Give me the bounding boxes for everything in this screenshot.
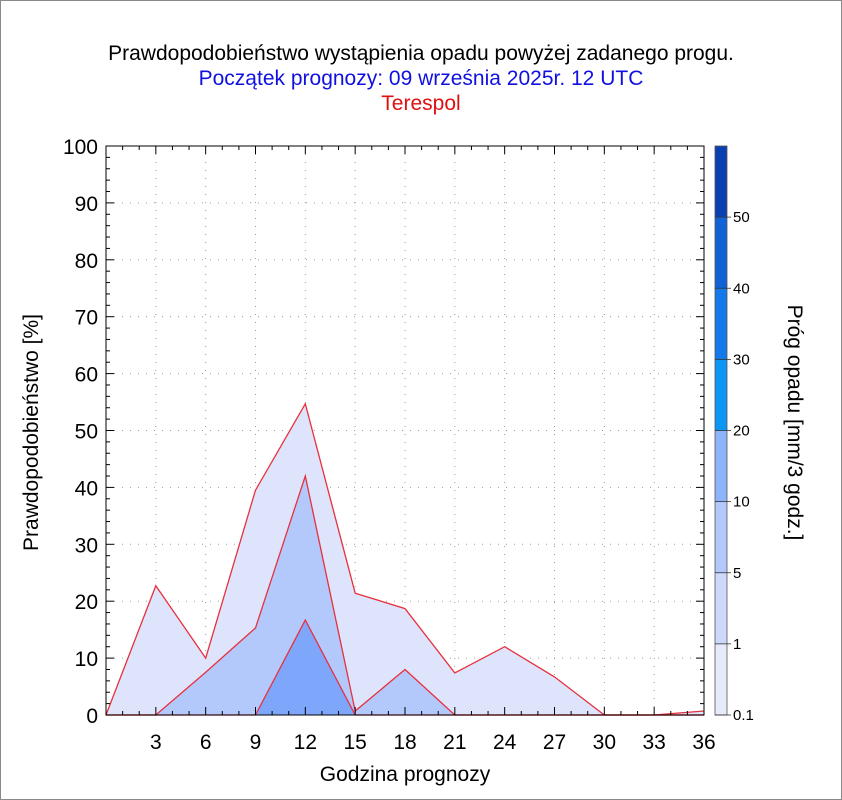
colorbar-tick-label: 50 xyxy=(733,209,750,226)
colorbar-tick-label: 10 xyxy=(733,494,750,511)
colorbar: 0.1 1 5 10 20 30 40 50 xyxy=(714,145,754,724)
colorbar-segment xyxy=(715,643,727,715)
area-threshold-1 xyxy=(106,476,704,715)
colorbar-segment xyxy=(715,572,727,644)
colorbar-tick-label: 1 xyxy=(733,636,741,653)
y-tick-label: 20 xyxy=(75,591,98,614)
x-tick-label: 24 xyxy=(493,731,517,754)
y-tick-label: 30 xyxy=(75,534,98,557)
x-tick-label: 27 xyxy=(543,731,566,754)
colorbar-segment xyxy=(715,217,727,289)
x-tick-label: 21 xyxy=(443,731,466,754)
y-tick-label: 70 xyxy=(75,307,98,330)
y-axis-label: Prawdopodobieństwo [%] xyxy=(20,314,43,551)
colorbar-segment xyxy=(715,288,727,360)
y-tick-label: 80 xyxy=(75,250,98,273)
y-tick-label: 10 xyxy=(75,648,98,671)
x-tick-label: 9 xyxy=(250,731,262,754)
x-tick-label: 30 xyxy=(593,731,616,754)
x-tick-label: 12 xyxy=(294,731,317,754)
chart-title: Prawdopodobieństwo wystąpienia opadu pow… xyxy=(108,42,734,65)
x-tick-label: 15 xyxy=(343,731,366,754)
colorbar-segment xyxy=(715,501,727,573)
colorbar-label: Próg opadu [mm/3 godz.] xyxy=(783,305,806,541)
axis-ticks: 3 6 9 12 15 18 21 24 27 30 33 360102030405060708090… xyxy=(63,136,716,754)
colorbar-segment xyxy=(715,430,727,502)
chart-location: Terespol xyxy=(381,92,461,115)
x-tick-label: 6 xyxy=(200,731,212,754)
x-tick-label: 36 xyxy=(692,731,715,754)
y-tick-label: 60 xyxy=(75,364,98,387)
colorbar-tick-label: 5 xyxy=(733,565,741,582)
y-tick-label: 50 xyxy=(75,421,98,444)
x-axis-label: Godzina prognozy xyxy=(320,763,491,786)
x-tick-label: 3 xyxy=(150,731,162,754)
colorbar-segment xyxy=(715,146,727,218)
colorbar-tick-label: 40 xyxy=(733,280,750,297)
colorbar-segment xyxy=(715,359,727,431)
y-tick-label: 0 xyxy=(86,705,98,728)
x-tick-label: 33 xyxy=(642,731,665,754)
x-tick-label: 18 xyxy=(393,731,416,754)
y-tick-label: 100 xyxy=(63,136,98,159)
colorbar-tick-label: 30 xyxy=(733,351,750,368)
y-tick-label: 90 xyxy=(75,193,98,216)
colorbar-tick-label: 20 xyxy=(733,423,750,440)
colorbar-tick-label: 0.1 xyxy=(733,707,754,724)
y-tick-label: 40 xyxy=(75,477,98,500)
chart-subtitle: Początek prognozy: 09 września 2025r. 12… xyxy=(198,67,644,90)
